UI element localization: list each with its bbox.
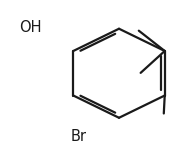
Text: OH: OH — [19, 20, 41, 35]
Text: Br: Br — [70, 129, 86, 144]
